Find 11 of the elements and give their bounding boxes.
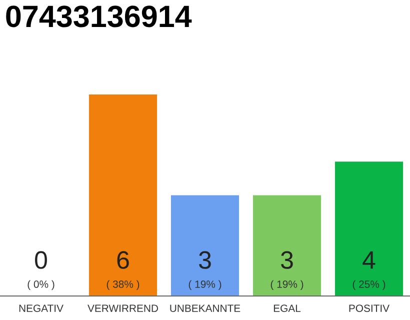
data-label: 3 ( 19% ) [270,251,304,290]
x-tick-label: VERWIRREND [88,304,158,312]
data-label: 4 ( 25% ) [352,251,386,290]
data-label: 6 ( 38% ) [106,251,140,290]
x-tick-label: EGAL [274,304,301,312]
x-tick-label: UNBEKANNTE [170,304,240,312]
chart-title: 07433136914 [6,6,192,28]
data-label: 3 ( 19% ) [188,251,222,290]
data-label: 0 ( 0% ) [28,251,54,290]
x-tick-label: POSITIV [349,304,390,312]
x-tick-label: NEGATIV [19,304,64,312]
